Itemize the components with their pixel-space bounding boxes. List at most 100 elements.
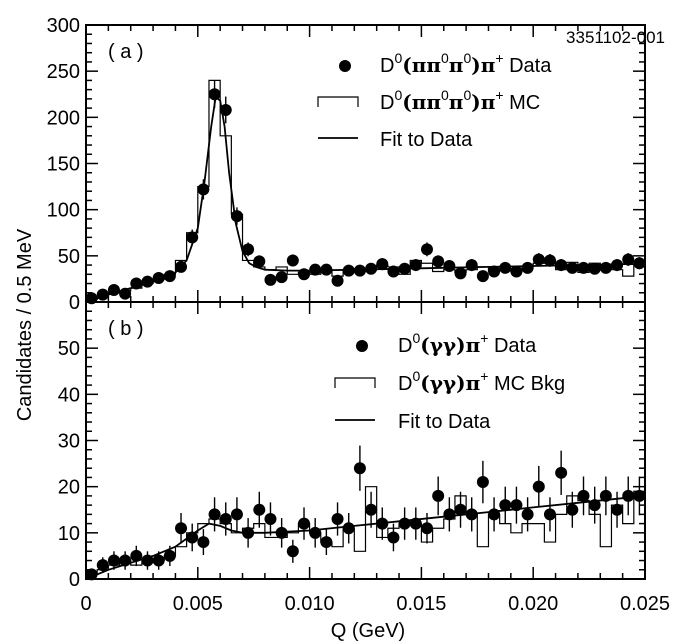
data-point: [376, 258, 389, 271]
data-point: [119, 287, 132, 300]
data-point: [107, 283, 120, 296]
panel-a-ytick-label: 200: [47, 107, 80, 129]
data-point: [409, 259, 422, 272]
data-point: [130, 549, 143, 562]
data-point: [398, 517, 411, 530]
data-point: [331, 274, 344, 287]
data-point: [175, 522, 188, 535]
data-point: [387, 531, 400, 544]
data-point: [622, 489, 635, 502]
panel-b-ytick-label: 0: [69, 569, 80, 591]
data-point: [443, 259, 456, 272]
panel-a: 0 50 100 150 200 250 300 ( a ) D0(ππ0π0)π+ Data D…: [47, 15, 646, 314]
data-point: [331, 512, 344, 525]
data-point: [432, 255, 445, 268]
data-point: [588, 262, 601, 275]
x-tick-label: 0.015: [396, 593, 446, 615]
legend-mc-marker: [334, 377, 376, 388]
data-point: [398, 262, 411, 275]
data-point: [599, 261, 612, 274]
panel-b-ytick-label: 10: [58, 523, 80, 545]
panel-b-ytick-label: 50: [58, 338, 80, 360]
data-point: [298, 517, 311, 530]
data-point: [611, 259, 624, 272]
data-point: [488, 265, 501, 278]
data-point: [197, 536, 210, 549]
data-point: [577, 261, 590, 274]
data-point: [420, 522, 433, 535]
data-point: [141, 275, 154, 288]
data-point: [253, 503, 266, 516]
data-point: [230, 508, 243, 521]
x-axis-label: Q (GeV): [331, 620, 405, 642]
data-point: [543, 254, 556, 267]
panel-a-ytick-label: 0: [69, 292, 80, 314]
legend-data-label: D0(ππ0π0)π+ Data: [380, 50, 552, 77]
data-point: [219, 512, 232, 525]
data-point: [298, 268, 311, 281]
data-point: [577, 489, 590, 502]
data-point: [532, 480, 545, 493]
data-point: [476, 476, 489, 489]
data-point: [242, 526, 255, 539]
data-point: [342, 264, 355, 277]
data-point: [499, 499, 512, 512]
data-point: [409, 517, 422, 530]
data-point: [309, 526, 322, 539]
legend-mc-label: D0(γγ)π+ MC Bkg: [398, 368, 565, 395]
panel-b-ytick-label: 30: [58, 431, 80, 453]
panel-a-ytick-label: 250: [47, 61, 80, 83]
data-point: [242, 243, 255, 256]
data-point: [130, 277, 143, 290]
data-point: [543, 508, 556, 521]
data-point: [275, 526, 288, 539]
data-point: [353, 264, 366, 277]
legend-data-marker: [339, 60, 351, 72]
data-point: [208, 88, 221, 101]
data-point: [186, 531, 199, 544]
data-point: [465, 508, 478, 521]
data-point: [622, 253, 635, 266]
x-tick-label: 0.010: [285, 593, 335, 615]
data-point: [588, 499, 601, 512]
data-point: [420, 243, 433, 256]
legend-data-marker: [356, 340, 368, 352]
data-point: [365, 503, 378, 516]
data-point: [566, 503, 579, 516]
data-point: [96, 559, 109, 572]
panel-b: 0 10 20 30 40 50 ( b ) D0(γγ)π+ Data D0(γγ)π+ MC…: [58, 301, 646, 591]
x-tick-label: 0: [80, 593, 91, 615]
legend-data-label: D0(γγ)π+ Data: [398, 330, 537, 357]
x-tick-label: 0.005: [173, 593, 223, 615]
data-point: [387, 265, 400, 278]
legend-fit-label: Fit to Data: [380, 129, 473, 151]
data-point: [555, 259, 568, 272]
data-point: [532, 253, 545, 266]
data-point: [465, 259, 478, 272]
data-point: [633, 489, 646, 502]
data-point: [476, 270, 489, 283]
panel-a-label: ( a ): [108, 41, 144, 63]
data-point: [488, 508, 501, 521]
data-point: [152, 554, 165, 567]
data-point: [521, 508, 534, 521]
panel-a-ytick-label: 150: [47, 154, 80, 176]
panel-a-ytick-label: 100: [47, 200, 80, 222]
data-point: [208, 508, 221, 521]
data-point: [163, 270, 176, 283]
panel-b-ytick-label: 20: [58, 477, 80, 499]
x-tick-labels: 0 0.005 0.010 0.015 0.020 0.025: [80, 593, 670, 615]
data-point: [342, 522, 355, 535]
data-point: [264, 273, 277, 286]
data-point: [454, 267, 467, 280]
data-point: [599, 489, 612, 502]
data-point: [353, 462, 366, 475]
data-point: [510, 265, 523, 278]
data-point: [320, 536, 333, 549]
data-point: [443, 508, 456, 521]
data-point: [521, 261, 534, 274]
data-point: [633, 257, 646, 270]
panel-a-ytick-label: 300: [47, 15, 80, 37]
data-point: [454, 503, 467, 516]
data-point: [499, 261, 512, 274]
